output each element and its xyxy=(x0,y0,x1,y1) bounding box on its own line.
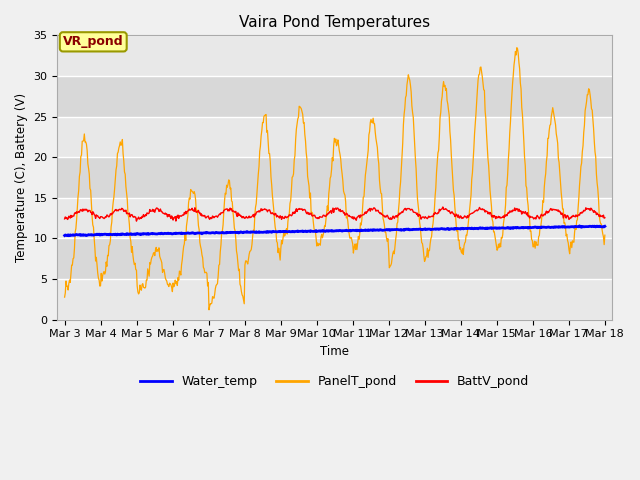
X-axis label: Time: Time xyxy=(320,345,349,358)
BattV_pond xyxy=(439,204,447,210)
Water_temp xyxy=(575,223,583,229)
Water_temp xyxy=(421,226,429,232)
Legend: Water_temp, PanelT_pond, BattV_pond: Water_temp, PanelT_pond, BattV_pond xyxy=(135,370,534,393)
PanelT_pond xyxy=(513,45,521,50)
Bar xyxy=(58,36,612,76)
Water_temp xyxy=(224,230,232,236)
PanelT_pond xyxy=(251,213,259,219)
PanelT_pond xyxy=(391,243,399,249)
Water_temp xyxy=(251,229,259,235)
BattV_pond xyxy=(224,208,232,214)
PanelT_pond xyxy=(224,181,232,187)
Line: Water_temp: Water_temp xyxy=(65,226,605,236)
Bar xyxy=(58,76,612,117)
PanelT_pond xyxy=(421,257,429,263)
Water_temp xyxy=(65,233,73,239)
Bar xyxy=(58,117,612,157)
PanelT_pond xyxy=(61,294,68,300)
Bar xyxy=(58,279,612,320)
BattV_pond xyxy=(251,211,259,217)
Bar xyxy=(58,157,612,198)
BattV_pond xyxy=(391,214,399,220)
Title: Vaira Pond Temperatures: Vaira Pond Temperatures xyxy=(239,15,430,30)
Line: PanelT_pond: PanelT_pond xyxy=(65,48,605,310)
PanelT_pond xyxy=(271,225,279,230)
BattV_pond xyxy=(421,214,429,219)
Y-axis label: Temperature (C), Battery (V): Temperature (C), Battery (V) xyxy=(15,93,28,262)
Water_temp xyxy=(391,227,399,232)
Line: BattV_pond: BattV_pond xyxy=(65,207,605,221)
Water_temp xyxy=(601,223,609,229)
Water_temp xyxy=(125,232,132,238)
BattV_pond xyxy=(601,215,609,221)
Water_temp xyxy=(61,233,68,239)
BattV_pond xyxy=(124,211,132,216)
PanelT_pond xyxy=(124,212,132,218)
PanelT_pond xyxy=(601,232,609,238)
Bar xyxy=(58,239,612,279)
BattV_pond xyxy=(132,218,140,224)
Text: VR_pond: VR_pond xyxy=(63,36,124,48)
BattV_pond xyxy=(61,216,68,222)
BattV_pond xyxy=(271,211,279,216)
Bar xyxy=(58,198,612,239)
PanelT_pond xyxy=(205,307,213,312)
Water_temp xyxy=(271,228,279,234)
